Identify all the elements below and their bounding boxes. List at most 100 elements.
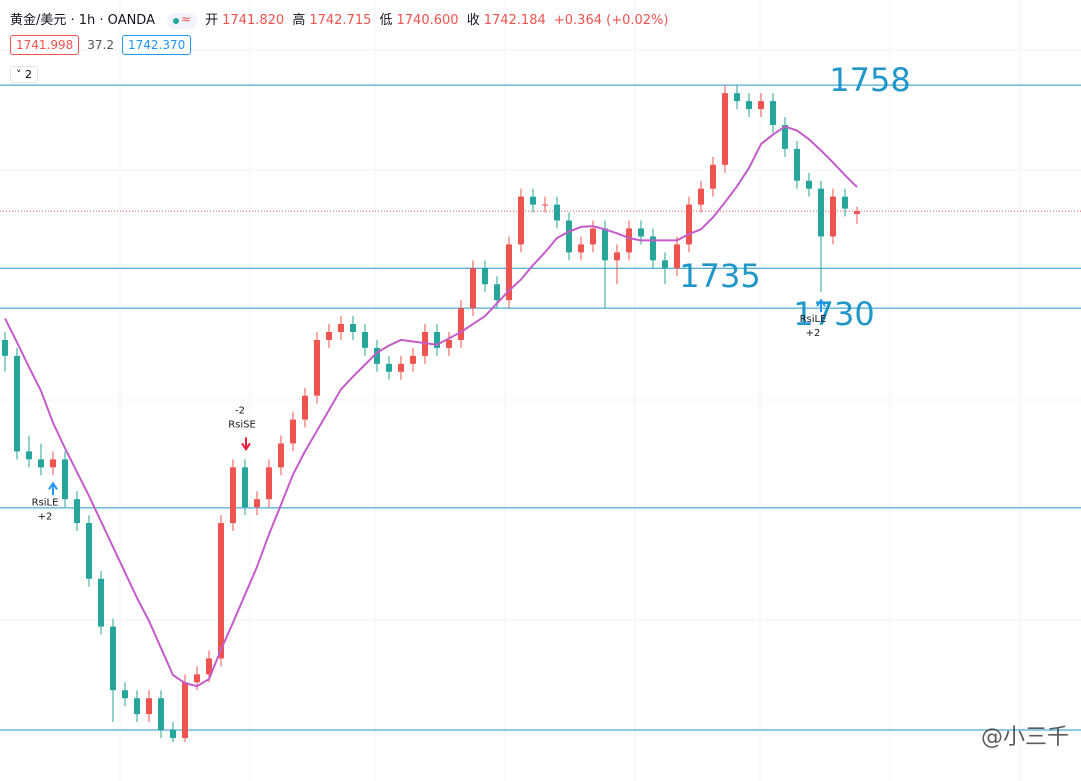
candle-body xyxy=(398,363,404,372)
candle-body xyxy=(242,467,248,508)
candle-body xyxy=(194,674,200,683)
label: 收 xyxy=(466,13,480,28)
level-label: 1730 xyxy=(793,295,874,333)
signal-qty: +2 xyxy=(806,328,821,339)
candle-body xyxy=(698,188,704,205)
candle-body xyxy=(710,164,716,189)
collapse-button[interactable]: ˅ 2 xyxy=(10,66,38,83)
symbol[interactable]: 黄金/美元 · 1h · OANDA xyxy=(10,13,155,28)
candle-body xyxy=(302,395,308,420)
candle-body xyxy=(674,244,680,269)
count: 2 xyxy=(25,68,32,81)
candle-body xyxy=(518,196,524,245)
candle-body xyxy=(506,244,512,301)
level-label: 1758 xyxy=(829,61,910,99)
candle-body xyxy=(134,698,140,715)
candle-body xyxy=(338,324,344,332)
candle-body xyxy=(98,578,104,627)
candle-body xyxy=(38,459,44,468)
candle-body xyxy=(410,355,416,364)
value: 1740.600 xyxy=(396,13,459,28)
signal-label: RsiLE xyxy=(32,497,59,508)
candle-body xyxy=(530,196,536,205)
moving-average xyxy=(4,125,858,688)
candle-body xyxy=(590,228,596,245)
label: 开 xyxy=(205,13,219,28)
label: 高 xyxy=(292,13,306,28)
candle-body xyxy=(458,308,464,340)
candle-body xyxy=(470,268,476,309)
candle-body xyxy=(2,339,8,356)
candle-body xyxy=(314,339,320,396)
quote-boxes: 1741.998 37.2 1742.370 xyxy=(10,35,192,55)
value: 1742.184 xyxy=(483,13,546,28)
candle-body xyxy=(290,419,296,444)
candle-body xyxy=(434,331,440,348)
candle-body xyxy=(110,626,116,691)
candle-body xyxy=(182,682,188,739)
candle-body xyxy=(494,284,500,301)
candle-body xyxy=(686,204,692,245)
label: 低 xyxy=(379,13,393,28)
candle-body xyxy=(638,228,644,237)
candle-body xyxy=(578,244,584,253)
candle-body xyxy=(170,730,176,739)
candle-body xyxy=(158,698,164,731)
candle-body xyxy=(50,459,56,468)
buy-button[interactable]: 1742.370 xyxy=(121,35,192,55)
candle-body xyxy=(566,220,572,253)
signal-arrow xyxy=(816,298,826,313)
sell-button[interactable]: 1741.998 xyxy=(10,35,80,55)
signal-qty: +2 xyxy=(38,511,53,522)
candle-body xyxy=(374,347,380,364)
signal-label: RsiLE xyxy=(800,314,827,325)
change: +0.364 (+0.02%) xyxy=(553,13,669,28)
value: 1741.820 xyxy=(222,13,285,28)
signal-arrow xyxy=(241,437,251,452)
candle-body xyxy=(362,331,368,348)
candle-body xyxy=(650,236,656,261)
candle-body xyxy=(782,124,788,149)
value: 1742.715 xyxy=(309,13,372,28)
candle-body xyxy=(146,698,152,715)
signal-arrow xyxy=(48,481,58,496)
candle-body xyxy=(86,523,92,579)
candle-body xyxy=(14,355,20,452)
candle-body xyxy=(62,459,68,500)
candle-body xyxy=(818,188,824,237)
candle-body xyxy=(482,268,488,285)
candle-body xyxy=(734,93,740,102)
candle-body xyxy=(830,196,836,237)
signal-qty: -2 xyxy=(235,405,245,416)
candle-body xyxy=(542,204,548,206)
candle-body xyxy=(386,363,392,372)
candle-body xyxy=(626,228,632,253)
status xyxy=(166,12,197,29)
candle-body xyxy=(722,93,728,165)
signal-label: RsiSE xyxy=(228,419,256,430)
candle-body xyxy=(278,443,284,468)
candle-body xyxy=(554,204,560,221)
candle-body xyxy=(218,523,224,659)
spread: 37.2 xyxy=(87,38,114,52)
candle-body xyxy=(26,451,32,460)
candle-body xyxy=(446,339,452,348)
candle-body xyxy=(122,690,128,699)
candle-body xyxy=(206,658,212,675)
candle-body xyxy=(74,499,80,524)
candle-body xyxy=(326,331,332,340)
candle-body xyxy=(842,196,848,209)
candle-body xyxy=(662,260,668,269)
level-label: 1735 xyxy=(679,257,760,295)
candle-body xyxy=(746,101,752,110)
candle-body xyxy=(254,499,260,508)
candle-body xyxy=(230,467,236,524)
candle-body xyxy=(758,101,764,110)
candle-body xyxy=(794,148,800,181)
candle-body xyxy=(854,211,860,214)
candle-body xyxy=(770,101,776,125)
watermark: @小三千 xyxy=(980,725,1069,750)
